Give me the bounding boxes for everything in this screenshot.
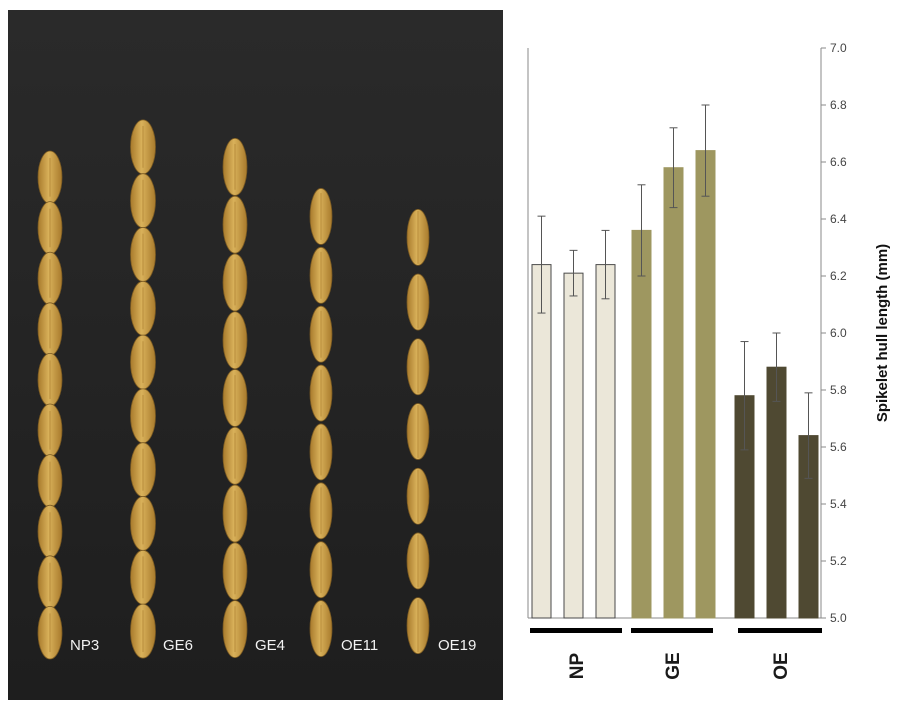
bar [663, 167, 684, 619]
seed-strip-oe11: OE11 [309, 188, 378, 657]
bar [531, 264, 552, 619]
seed-strip-label: OE19 [438, 637, 476, 654]
y-axis-label: Spikelet hull length (mm) [874, 244, 891, 422]
seed-photo-drawing: NP3 GE6 GE4 OE11 OE19 [37, 119, 476, 660]
seed-strip-ge4: GE4 [222, 137, 285, 659]
y-tick-label: 6.8 [830, 98, 847, 112]
bar [563, 272, 584, 619]
seed-strip-np3: NP3 [37, 150, 99, 660]
y-tick-label: 5.4 [830, 497, 847, 511]
group-underline [631, 628, 713, 633]
y-tick-label: 5.2 [830, 554, 847, 568]
group-label: NP [567, 652, 588, 679]
y-tick-label: 5.8 [830, 383, 847, 397]
seed-strip-oe19: OE19 [406, 208, 476, 655]
bar-group-np [531, 215, 616, 619]
bar [595, 264, 616, 619]
group-label: OE [771, 652, 792, 679]
bar-group-oe [734, 332, 819, 619]
bar-group-ge [631, 104, 716, 619]
hull-length-chart: 5.0 5.2 5.4 5.6 5.8 6.0 6.2 6.4 6.6 6.8 7.0 Spikele… [510, 0, 900, 707]
group-underline [530, 628, 622, 633]
bar-chart: 5.0 5.2 5.4 5.6 5.8 6.0 6.2 6.4 6.6 6.8 7.0 Spikele… [527, 41, 891, 680]
bar [695, 150, 716, 619]
y-tick-label: 6.0 [830, 326, 847, 340]
y-tick-label: 5.6 [830, 440, 847, 454]
y-tick-label: 7.0 [830, 41, 847, 55]
group-label: GE [663, 652, 684, 679]
bar [631, 229, 652, 619]
y-tick-label: 6.2 [830, 269, 847, 283]
y-tick-label: 6.6 [830, 155, 847, 169]
bar [766, 366, 787, 619]
seed-photo: NP3 GE6 GE4 OE11 OE19 [8, 10, 503, 700]
group-underline [738, 628, 822, 633]
seed-strip-ge6: GE6 [130, 119, 193, 659]
y-tick-label: 5.0 [830, 611, 847, 625]
seed-strip-label: NP3 [70, 637, 99, 654]
y-tick-label: 6.4 [830, 212, 847, 226]
seed-strip-label: OE11 [341, 637, 378, 654]
seed-strip-label: GE6 [163, 637, 193, 654]
seed-strip-label: GE4 [255, 637, 285, 654]
